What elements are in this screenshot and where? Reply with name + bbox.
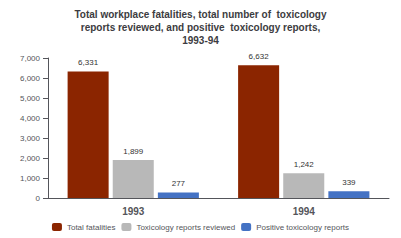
svg-text:6,331: 6,331	[78, 58, 99, 67]
svg-text:Total fatalities: Total fatalities	[67, 223, 115, 232]
svg-text:reports reviewed, and positive: reports reviewed, and positive toxicolog…	[81, 22, 321, 33]
svg-text:Positive toxicology reports: Positive toxicology reports	[256, 223, 349, 232]
svg-text:2,000: 2,000	[20, 154, 41, 163]
svg-text:1,242: 1,242	[294, 160, 315, 169]
svg-text:1993: 1993	[122, 206, 145, 217]
svg-text:1,000: 1,000	[20, 174, 41, 183]
svg-text:6,000: 6,000	[20, 74, 41, 83]
svg-text:Total workplace fatalities, to: Total workplace fatalities, total number…	[74, 9, 327, 20]
svg-text:4,000: 4,000	[20, 114, 41, 123]
svg-text:Toxicology reports reviewed: Toxicology reports reviewed	[136, 223, 235, 232]
svg-text:277: 277	[172, 179, 186, 188]
svg-text:5,000: 5,000	[20, 94, 41, 103]
svg-text:7,000: 7,000	[20, 54, 41, 63]
svg-text:339: 339	[342, 178, 356, 187]
svg-text:1993-94: 1993-94	[182, 35, 219, 46]
svg-text:0: 0	[36, 194, 41, 203]
svg-text:1,899: 1,899	[123, 147, 144, 156]
svg-text:6,632: 6,632	[249, 52, 270, 61]
svg-text:3,000: 3,000	[20, 134, 41, 143]
svg-text:1994: 1994	[293, 206, 316, 217]
